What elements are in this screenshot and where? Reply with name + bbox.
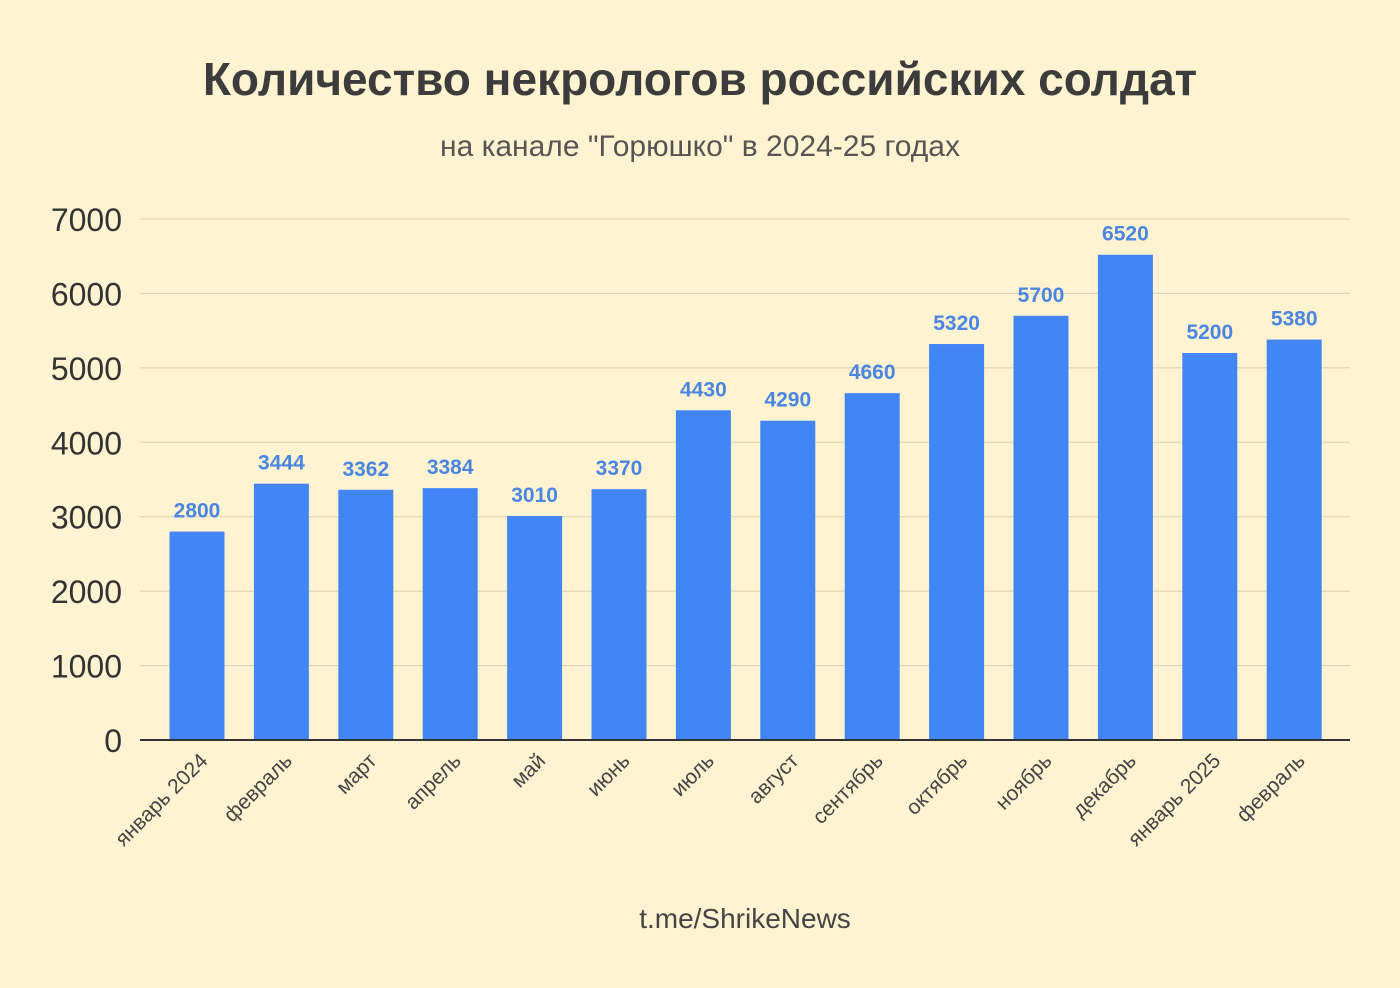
bar — [253, 483, 309, 740]
data-label: 4660 — [849, 361, 896, 384]
y-tick-label: 0 — [104, 723, 122, 759]
chart-subtitle: на канале "Горюшко" в 2024-25 годах — [440, 130, 960, 163]
x-tick-label: ноябрь — [991, 749, 1056, 814]
x-tick-label: август — [744, 749, 804, 809]
data-label: 2800 — [174, 500, 221, 523]
y-tick-label: 4000 — [51, 425, 122, 461]
x-tick-label: январь 2024 — [111, 749, 213, 851]
y-tick-label: 2000 — [51, 574, 122, 610]
data-label: 5380 — [1271, 308, 1318, 331]
y-tick-label: 6000 — [51, 276, 122, 312]
y-tick-label: 7000 — [51, 202, 122, 238]
x-tick-label: май — [507, 749, 550, 792]
data-label: 5200 — [1186, 321, 1233, 344]
source-credit: t.me/ShrikeNews — [639, 903, 851, 934]
data-label: 6520 — [1102, 223, 1149, 246]
x-tick-label: апрель — [401, 749, 466, 814]
data-label: 3010 — [511, 484, 558, 507]
y-tick-label: 1000 — [51, 649, 122, 685]
bar — [760, 420, 816, 740]
data-label: 3370 — [596, 457, 643, 480]
y-tick-label: 3000 — [51, 500, 122, 536]
data-label: 4290 — [764, 389, 811, 412]
data-label: 3384 — [427, 456, 474, 479]
x-tick-label: февраль — [219, 749, 297, 827]
bar — [1266, 339, 1322, 740]
bar — [1013, 315, 1069, 740]
data-label: 3362 — [342, 458, 389, 481]
bar — [507, 515, 563, 740]
bar — [422, 488, 478, 740]
data-label: 4430 — [680, 378, 727, 401]
bar — [844, 393, 900, 740]
x-tick-label: октябрь — [902, 749, 973, 820]
y-tick-label: 5000 — [51, 351, 122, 387]
bar — [338, 489, 394, 740]
bar — [169, 531, 225, 740]
x-tick-label: март — [332, 749, 382, 799]
bar — [1182, 352, 1238, 740]
bar — [675, 410, 731, 740]
x-tick-label: сентябрь — [808, 749, 888, 829]
bar — [929, 344, 985, 740]
bar — [591, 489, 647, 740]
chart-title: Количество некрологов российских солдат — [202, 53, 1198, 105]
data-label: 5700 — [1018, 284, 1065, 307]
data-label: 5320 — [933, 312, 980, 335]
data-label: 3444 — [258, 452, 305, 475]
x-tick-label: декабрь — [1068, 749, 1141, 822]
x-tick-label: июль — [667, 749, 719, 801]
x-tick-label: июнь — [583, 749, 635, 801]
x-tick-label: февраль — [1232, 749, 1310, 827]
bar — [1097, 254, 1153, 740]
